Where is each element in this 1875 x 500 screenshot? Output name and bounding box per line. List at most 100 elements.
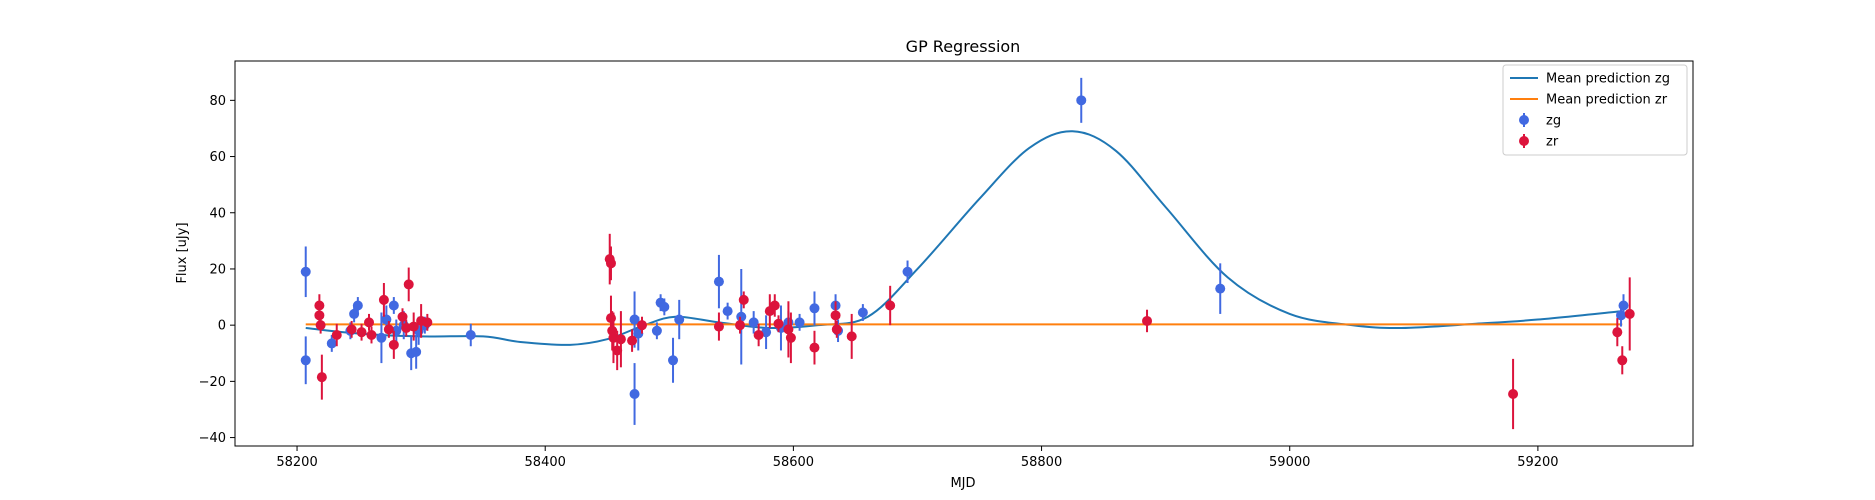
point-zr: [809, 342, 820, 353]
point-zg: [352, 300, 363, 311]
x-axis: 58200 58400 58600 58800 59000 59200: [276, 446, 1559, 470]
point-zg: [674, 314, 685, 325]
point-zg: [1076, 95, 1087, 106]
x-tick-label: 59200: [1517, 455, 1558, 470]
y-tick-label: 0: [218, 319, 226, 334]
chart-title: GP Regression: [906, 37, 1021, 56]
plot-frame: [234, 60, 1694, 447]
point-zr: [388, 339, 399, 350]
point-zg: [300, 266, 311, 277]
point-zg: [748, 317, 759, 328]
legend-label: zg: [1546, 114, 1561, 129]
x-tick-label: 58200: [276, 455, 317, 470]
point-zg: [411, 346, 422, 357]
point-zg: [300, 355, 311, 366]
point-zr: [1624, 308, 1635, 319]
x-tick-label: 59000: [1269, 455, 1310, 470]
y-tick-label: 60: [209, 150, 226, 165]
point-zr: [753, 329, 764, 340]
point-zg: [465, 329, 476, 340]
point-zg: [633, 328, 644, 339]
legend-swatch: [1519, 136, 1529, 146]
legend-box: [1502, 64, 1688, 156]
point-zr: [1142, 315, 1153, 326]
point-zg: [736, 311, 747, 322]
point-zr: [378, 294, 389, 305]
x-axis-label: MJD: [950, 476, 975, 491]
legend-label: zr: [1546, 135, 1559, 150]
point-zr: [605, 258, 616, 269]
point-zg: [794, 317, 805, 328]
point-zr: [364, 317, 375, 328]
point-zg: [388, 300, 399, 311]
y-tick-label: 20: [209, 262, 226, 277]
point-zr: [612, 345, 623, 356]
point-zr: [1612, 327, 1623, 338]
point-zr: [615, 334, 626, 345]
point-zr: [885, 300, 896, 311]
point-zr: [831, 324, 842, 335]
point-zg: [857, 307, 868, 318]
plot-area: [234, 60, 1694, 447]
point-zg: [349, 308, 360, 319]
point-zr: [383, 324, 394, 335]
point-zr: [605, 313, 616, 324]
y-tick-label: 40: [209, 206, 226, 221]
point-zg: [629, 389, 640, 400]
point-zg: [902, 266, 913, 277]
point-zr: [422, 317, 433, 328]
mean-prediction-lines: [305, 130, 1623, 346]
point-zr: [608, 332, 619, 343]
y-tick-label: −40: [199, 431, 226, 446]
point-zr: [403, 279, 414, 290]
y-axis: −40 −20 0 20 40 60 80: [199, 94, 235, 446]
point-zr: [397, 311, 408, 322]
point-zg: [376, 332, 387, 343]
point-zr: [735, 320, 746, 331]
point-zr: [785, 332, 796, 343]
point-zr: [315, 320, 326, 331]
legend-label: Mean prediction zg: [1546, 72, 1670, 87]
legend-swatch: [1519, 115, 1529, 125]
legend: Mean prediction zg Mean prediction zr zg zr: [1502, 64, 1688, 156]
point-zr: [713, 321, 724, 332]
point-zr: [773, 318, 784, 329]
y-tick-label: −20: [199, 375, 226, 390]
legend-label: Mean prediction zr: [1546, 93, 1668, 108]
point-zr: [346, 324, 357, 335]
point-zr: [769, 300, 780, 311]
point-zg: [713, 276, 724, 287]
point-zr: [738, 294, 749, 305]
point-zg: [1215, 283, 1226, 294]
point-zr: [366, 329, 377, 340]
point-zr: [331, 329, 342, 340]
point-zg: [326, 338, 337, 349]
point-zr: [356, 327, 367, 338]
point-zg: [809, 303, 820, 314]
x-tick-label: 58800: [1021, 455, 1062, 470]
point-zg: [1618, 300, 1629, 311]
point-zr: [401, 322, 412, 333]
point-zr: [1508, 389, 1519, 400]
y-axis-label: Flux [uJy]: [175, 222, 190, 283]
point-zg: [668, 355, 679, 366]
point-zr: [783, 324, 794, 335]
point-zg: [659, 301, 670, 312]
point-zg: [651, 325, 662, 336]
point-zr: [314, 310, 325, 321]
line-mean-prediction-zg: [305, 130, 1623, 346]
point-zr: [408, 321, 419, 332]
point-zr: [846, 331, 857, 342]
point-zg: [381, 314, 392, 325]
point-zr: [1617, 355, 1628, 366]
point-zr: [627, 335, 638, 346]
point-zg: [629, 314, 640, 325]
point-zr: [636, 320, 647, 331]
y-tick-label: 80: [209, 94, 226, 109]
x-tick-label: 58400: [525, 455, 566, 470]
point-zr: [316, 372, 327, 383]
x-tick-label: 58600: [773, 455, 814, 470]
point-zg: [722, 306, 733, 317]
observation-points: [300, 77, 1635, 430]
